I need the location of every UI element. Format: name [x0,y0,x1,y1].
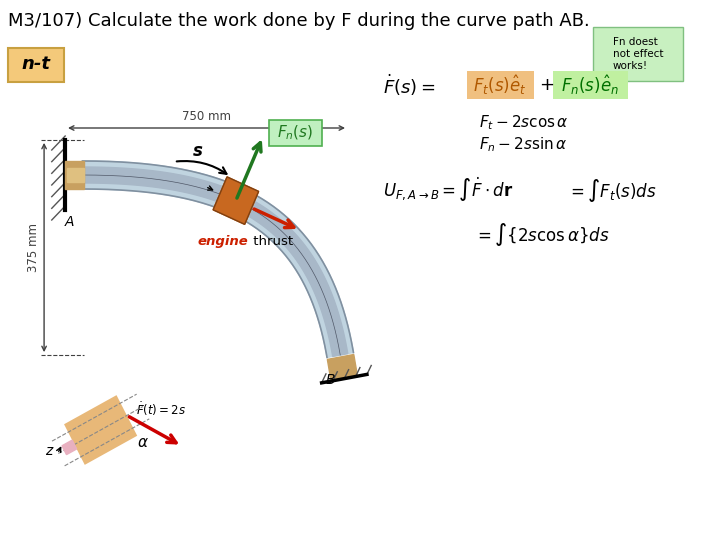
Polygon shape [328,354,358,381]
Text: $F_n - 2s\sin\alpha$: $F_n - 2s\sin\alpha$ [480,136,568,154]
FancyBboxPatch shape [269,119,323,146]
Text: thrust: thrust [248,235,293,248]
Polygon shape [213,177,258,224]
Text: z: z [45,444,53,458]
Text: Fn doest
not effect
works!: Fn doest not effect works! [613,37,664,71]
Bar [67,168,84,182]
Polygon shape [64,395,138,465]
Text: $= \int F_t(s)ds$: $= \int F_t(s)ds$ [567,177,657,204]
Text: $= \int \{2s\cos\alpha\}ds$: $= \int \{2s\cos\alpha\}ds$ [474,221,610,248]
FancyBboxPatch shape [8,48,64,82]
FancyBboxPatch shape [467,71,534,99]
Polygon shape [82,161,354,357]
FancyBboxPatch shape [553,71,628,99]
Polygon shape [82,167,348,356]
Bar [66,161,84,189]
Text: 375 mm: 375 mm [27,223,40,272]
Text: $\dot{F}(s) =$: $\dot{F}(s) =$ [383,72,436,98]
Text: s: s [192,142,202,160]
Text: $F_t(s)\hat{e}_t$: $F_t(s)\hat{e}_t$ [474,73,527,97]
Polygon shape [62,440,76,455]
Text: $\dot{F}(t) = 2s$: $\dot{F}(t) = 2s$ [135,401,186,418]
Text: $F_t - 2s\cos\alpha$: $F_t - 2s\cos\alpha$ [480,113,569,132]
FancyBboxPatch shape [593,27,683,81]
Text: $+$: $+$ [539,76,554,94]
Text: B: B [326,373,336,387]
Text: A: A [66,215,75,229]
Text: $U_{F,A\rightarrow B} = \int \dot{F}\cdot d\mathbf{r}$: $U_{F,A\rightarrow B} = \int \dot{F}\cdo… [383,176,513,204]
Text: n-t: n-t [21,55,50,73]
Text: 750 mm: 750 mm [182,110,231,123]
Text: $F_n(s)$: $F_n(s)$ [277,123,314,142]
Text: engine: engine [198,235,248,248]
Text: $F_n(s)\hat{e}_n$: $F_n(s)\hat{e}_n$ [562,73,619,97]
Text: M3/107) Calculate the work done by F during the curve path AB.: M3/107) Calculate the work done by F dur… [8,12,590,30]
Text: $\alpha$: $\alpha$ [138,435,149,450]
